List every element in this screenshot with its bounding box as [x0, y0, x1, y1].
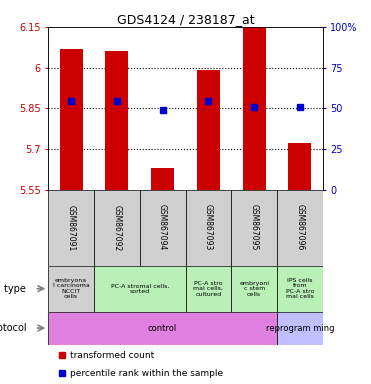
Bar	[231, 266, 277, 311]
Text: percentile rank within the sample: percentile rank within the sample	[70, 369, 223, 377]
Bar	[231, 190, 277, 266]
Bar	[289, 144, 311, 190]
Text: cell type: cell type	[0, 284, 26, 294]
Title: GDS4124 / 238187_at: GDS4124 / 238187_at	[117, 13, 254, 26]
Bar	[140, 190, 186, 266]
Text: PC-A stro
mal cells,
cultured: PC-A stro mal cells, cultured	[193, 281, 223, 296]
Bar	[151, 168, 174, 190]
Text: PC-A stromal cells,
sorted: PC-A stromal cells, sorted	[111, 283, 169, 294]
Bar	[94, 190, 140, 266]
Text: IPS cells
from
PC-A stro
mal cells: IPS cells from PC-A stro mal cells	[286, 278, 314, 299]
Bar	[186, 190, 231, 266]
Bar	[48, 311, 277, 344]
Bar	[48, 190, 94, 266]
Text: reprogram ming: reprogram ming	[266, 324, 334, 333]
Text: GSM867091: GSM867091	[67, 205, 76, 251]
Bar	[60, 48, 82, 190]
Text: embryoni
c stem
cells: embryoni c stem cells	[239, 281, 269, 296]
Text: transformed count: transformed count	[70, 351, 154, 360]
Bar	[277, 266, 323, 311]
Bar	[186, 266, 231, 311]
Text: control: control	[148, 324, 177, 333]
Text: GSM867094: GSM867094	[158, 204, 167, 251]
Bar	[105, 51, 128, 190]
Text: GSM867095: GSM867095	[250, 204, 259, 251]
Bar	[277, 311, 323, 344]
Text: GSM867093: GSM867093	[204, 204, 213, 251]
Bar	[48, 266, 94, 311]
Bar	[277, 190, 323, 266]
Bar	[197, 70, 220, 190]
Bar	[94, 266, 186, 311]
Text: protocol: protocol	[0, 323, 26, 333]
Text: GSM867092: GSM867092	[112, 205, 121, 251]
Bar	[243, 27, 266, 190]
Text: embryona
l carcinoma
NCCIT
cells: embryona l carcinoma NCCIT cells	[53, 278, 89, 299]
Text: GSM867096: GSM867096	[295, 204, 304, 251]
